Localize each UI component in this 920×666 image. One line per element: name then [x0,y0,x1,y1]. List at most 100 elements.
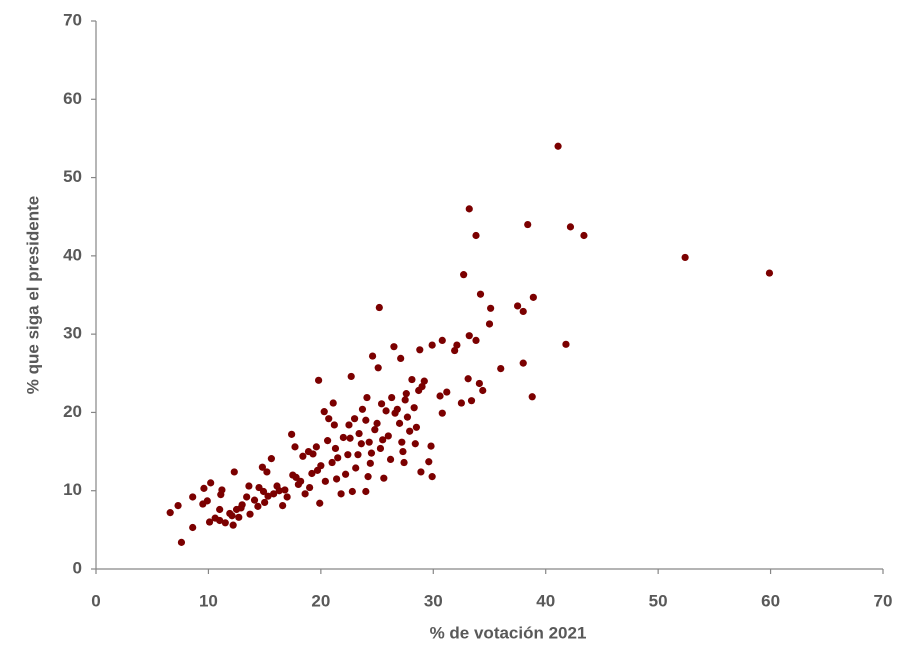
point [529,293,537,301]
point [373,419,381,427]
point [337,490,345,498]
point [325,415,333,423]
point [375,303,383,312]
point [411,440,419,448]
point [299,452,307,460]
point [376,444,385,453]
point [347,372,355,381]
y-tick-label: 10 [63,480,82,499]
point [250,496,259,504]
point [357,440,365,448]
point [237,504,245,512]
point [324,437,332,445]
point [189,493,197,501]
point [346,434,354,442]
point [368,352,377,360]
point [384,432,392,440]
y-tick-label: 30 [63,324,82,343]
point [443,388,451,396]
point [410,404,418,412]
point [457,399,465,407]
point [403,413,412,421]
point [400,458,408,467]
point [309,450,317,458]
y-tick-label: 70 [63,10,82,29]
point [283,493,291,501]
point [331,444,340,453]
point [289,471,297,479]
point [221,519,229,527]
point [229,521,237,529]
point [254,502,262,510]
point [306,483,314,492]
point [399,447,407,456]
y-tick-label: 0 [73,558,82,577]
point [211,514,219,522]
point [365,438,373,446]
point [472,231,480,240]
point [487,304,495,312]
point [308,469,316,478]
point [406,427,414,435]
point [270,490,278,498]
point [472,336,480,345]
point [416,346,424,354]
point [379,436,387,444]
point [334,454,342,462]
x-tick-label: 60 [761,591,780,610]
point [166,509,174,517]
point [427,442,435,450]
point [281,486,289,494]
point [395,419,404,427]
point [264,492,272,500]
point [467,397,476,405]
x-tick-label: 10 [199,591,218,610]
point [438,409,446,417]
point [566,223,575,231]
point [519,307,527,316]
point [451,346,459,355]
point [235,513,243,521]
point [301,490,309,498]
point [352,464,360,472]
y-axis-title: % que siga el presidente [23,196,42,394]
point [382,407,390,415]
point [339,433,347,442]
point [288,430,296,438]
point [519,359,527,367]
point [464,375,472,383]
point [291,443,299,451]
point [228,512,236,520]
point [497,364,505,373]
point [476,290,485,298]
point [388,393,396,402]
point [402,390,410,398]
point [216,505,224,514]
point [329,399,337,407]
point [415,386,423,395]
point [328,458,336,467]
x-tick-label: 30 [424,591,443,610]
point [245,482,253,490]
point [267,455,275,463]
point [246,510,254,518]
point [428,341,436,349]
point [479,386,487,395]
x-tick-label: 50 [649,591,668,610]
point [315,376,323,384]
point [344,451,352,459]
point [263,468,271,476]
point [218,486,226,494]
point [230,468,238,476]
point [207,479,215,487]
point [428,473,436,481]
point [436,392,444,400]
point [330,421,338,429]
y-tick-label: 40 [63,245,82,264]
point [258,463,266,471]
point [438,336,446,345]
point [364,473,372,481]
point [374,364,382,372]
point [355,429,363,438]
point [348,487,356,496]
